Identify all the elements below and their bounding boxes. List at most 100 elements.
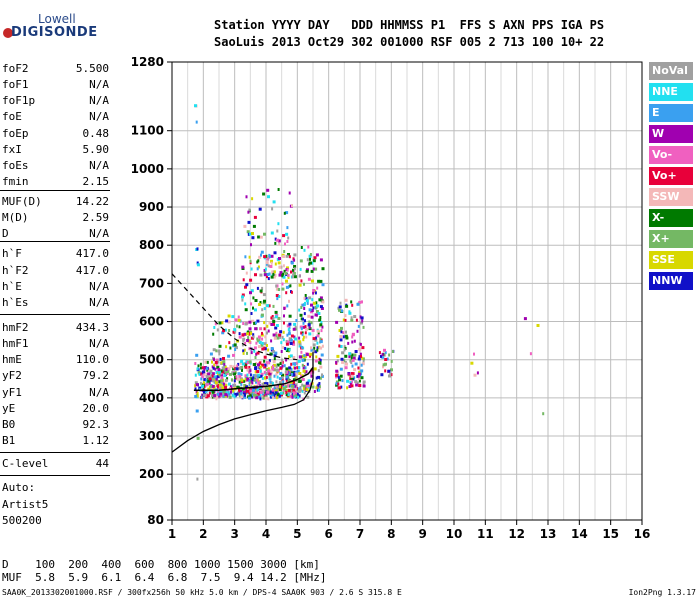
y-tick-label: 500: [139, 353, 164, 367]
echo-point: [237, 315, 240, 319]
echo-point: [260, 372, 264, 376]
echo-point: [222, 360, 226, 364]
echo-point: [209, 386, 213, 390]
echo-point: [321, 344, 324, 348]
echo-point: [278, 242, 281, 246]
echo-point: [301, 303, 305, 307]
echo-point: [311, 328, 315, 332]
echo-point: [298, 274, 301, 278]
echo-point: [249, 387, 252, 391]
echo-point: [317, 279, 321, 283]
echo-point: [249, 377, 253, 381]
echo-point: [232, 365, 236, 369]
echo-point: [351, 380, 353, 384]
echo-point: [233, 395, 236, 399]
echo-point: [284, 373, 288, 377]
param-value: N/A: [89, 78, 109, 91]
echo-point: [299, 385, 302, 389]
artist-label: Artist5: [2, 498, 49, 511]
echo-point: [350, 376, 354, 380]
y-tick-label: 700: [139, 276, 164, 290]
echo-point: [256, 286, 259, 290]
echo-point: [282, 234, 286, 238]
echo-point: [310, 269, 314, 273]
echo-point: [312, 337, 316, 341]
x-tick-label: 15: [602, 527, 619, 541]
echo-point: [247, 369, 250, 373]
echo-point: [303, 296, 306, 300]
echo-point: [263, 307, 266, 311]
echo-point: [298, 388, 302, 392]
echo-point: [238, 374, 242, 378]
echo-point: [253, 215, 257, 219]
echo-point: [281, 376, 284, 380]
echo-point: [247, 232, 250, 236]
echo-point: [260, 343, 264, 347]
echo-point: [290, 334, 294, 338]
echo-point: [277, 222, 280, 226]
echo-point: [269, 380, 272, 384]
echo-point: [199, 362, 202, 366]
echo-point: [217, 394, 221, 398]
echo-point: [245, 195, 248, 199]
echo-point: [298, 394, 301, 398]
echo-point: [289, 284, 292, 288]
echo-point: [289, 354, 293, 358]
echo-point: [319, 305, 323, 309]
echo-point: [275, 334, 278, 338]
param-value: 434.3: [75, 321, 109, 334]
echo-point: [234, 376, 237, 379]
echo-point: [354, 350, 358, 353]
echo-point: [241, 368, 243, 372]
echo-point: [360, 369, 364, 373]
echo-point: [288, 326, 291, 329]
echo-point: [242, 379, 246, 383]
echo-point: [285, 367, 289, 371]
echo-point: [270, 275, 274, 279]
param-row-0: foF2 5.500: [2, 62, 109, 78]
echo-point: [267, 195, 270, 199]
echo-point: [316, 329, 320, 333]
echo-point: [285, 347, 289, 351]
echo-point: [194, 395, 198, 398]
echo-point: [298, 366, 301, 370]
y-tick-label: 300: [139, 429, 164, 443]
echo-point: [223, 371, 226, 374]
param-label: foEs: [2, 159, 29, 172]
echo-point: [238, 394, 241, 398]
echo-point: [283, 364, 286, 368]
param-value: 92.3: [82, 418, 110, 431]
echo-point: [299, 325, 303, 329]
echo-point: [354, 380, 358, 384]
echo-point: [230, 390, 232, 394]
echo-point: [271, 388, 275, 392]
echo-point: [388, 353, 391, 357]
echo-point: [222, 357, 225, 360]
echo-point: [292, 327, 296, 331]
echo-point: [276, 297, 279, 301]
echo-point: [304, 331, 307, 335]
echo-point: [272, 333, 276, 337]
echo-point: [264, 267, 267, 271]
echo-point: [288, 314, 292, 318]
echo-point: [262, 301, 266, 305]
echo-point: [203, 378, 207, 382]
echo-point: [220, 361, 223, 365]
echo-point: [274, 395, 277, 399]
echo-point: [249, 389, 253, 393]
echo-point: [255, 396, 259, 400]
echo-point: [271, 389, 274, 393]
echo-point: [350, 374, 354, 378]
echo-point: [288, 337, 291, 341]
echo-point: [278, 265, 282, 269]
echo-point: [217, 368, 221, 372]
echo-point: [272, 320, 276, 323]
echo-point: [362, 357, 365, 361]
echo-point: [262, 396, 266, 400]
echo-point: [318, 382, 321, 385]
echo-point: [211, 379, 215, 383]
echo-point: [212, 348, 216, 352]
echo-point: [205, 394, 209, 398]
echo-point: [315, 313, 318, 317]
echo-point: [270, 231, 274, 235]
